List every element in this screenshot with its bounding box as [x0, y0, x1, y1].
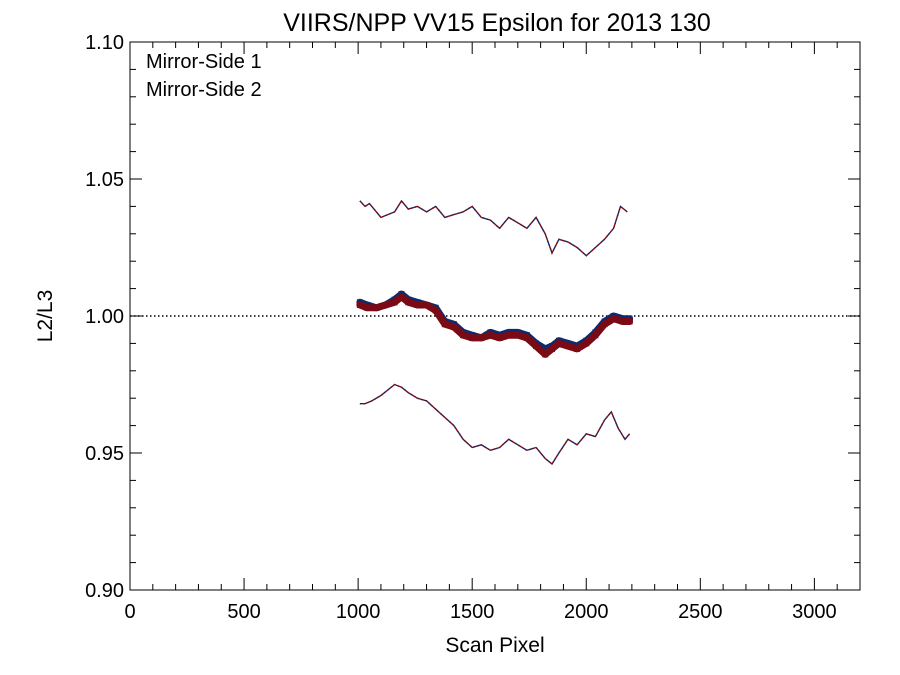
- envelope-lower-ms2: [359, 383, 631, 466]
- data-point: [583, 340, 590, 347]
- data-point: [356, 302, 363, 308]
- data-point: [432, 307, 439, 314]
- x-ticks: 0 500 1000 1500 2000 2500 3000: [124, 42, 838, 623]
- y-axis-label: L2/L3: [34, 290, 57, 343]
- data-point: [565, 343, 571, 350]
- y-tick-label: 0.90: [85, 580, 124, 602]
- data-point: [364, 304, 371, 311]
- y-ticks: 0.90 0.95 1.00 1.05 1.10: [85, 32, 860, 602]
- data-point: [398, 293, 405, 300]
- data-point: [441, 321, 448, 328]
- x-tick-label: 3000: [792, 601, 837, 623]
- data-point: [555, 340, 562, 347]
- data-point: [505, 332, 512, 339]
- y-tick-label: 0.95: [85, 443, 124, 465]
- x-tick-label: 1000: [336, 601, 381, 623]
- x-tick-label: 2500: [678, 601, 723, 623]
- data-point: [592, 332, 599, 339]
- data-point: [601, 321, 608, 328]
- series-markers: [356, 290, 634, 358]
- data-point: [523, 334, 530, 341]
- data-point: [610, 315, 617, 322]
- chart-title: VIIRS/NPP VV15 Epsilon for 2013 130: [283, 9, 711, 37]
- data-point: [533, 343, 540, 350]
- data-point: [514, 332, 521, 339]
- data-point: [626, 318, 633, 325]
- data-point: [542, 351, 549, 358]
- x-tick-label: 0: [124, 601, 135, 623]
- envelope-upper-ms1: [359, 199, 628, 257]
- data-point: [574, 345, 581, 352]
- legend-mirror-side-1: Mirror-Side 1: [146, 51, 262, 73]
- y-tick-label: 1.05: [85, 169, 124, 191]
- data-point: [460, 332, 467, 339]
- x-tick-label: 2000: [564, 601, 609, 623]
- data-point: [423, 302, 430, 308]
- data-point: [542, 345, 549, 352]
- data-point: [450, 324, 457, 330]
- data-point: [382, 302, 389, 308]
- envelope-upper-ms2: [359, 199, 628, 257]
- data-point: [549, 345, 555, 352]
- data-point: [487, 332, 494, 339]
- data-point: [391, 299, 398, 306]
- x-axis-label: Scan Pixel: [445, 634, 544, 657]
- envelope-lines: [359, 199, 631, 466]
- y-tick-label: 1.00: [85, 306, 124, 328]
- envelope-lower-ms1: [359, 383, 631, 466]
- y-tick-label: 1.10: [85, 32, 124, 54]
- data-point: [405, 299, 412, 306]
- data-point: [496, 334, 503, 341]
- x-tick-label: 500: [227, 601, 260, 623]
- data-point: [469, 334, 476, 341]
- x-tick-label: 1500: [450, 601, 495, 623]
- data-point: [478, 334, 485, 341]
- legend-mirror-side-2: Mirror-Side 2: [146, 79, 262, 101]
- data-point: [414, 302, 421, 308]
- data-point: [619, 318, 626, 325]
- data-point: [373, 304, 380, 311]
